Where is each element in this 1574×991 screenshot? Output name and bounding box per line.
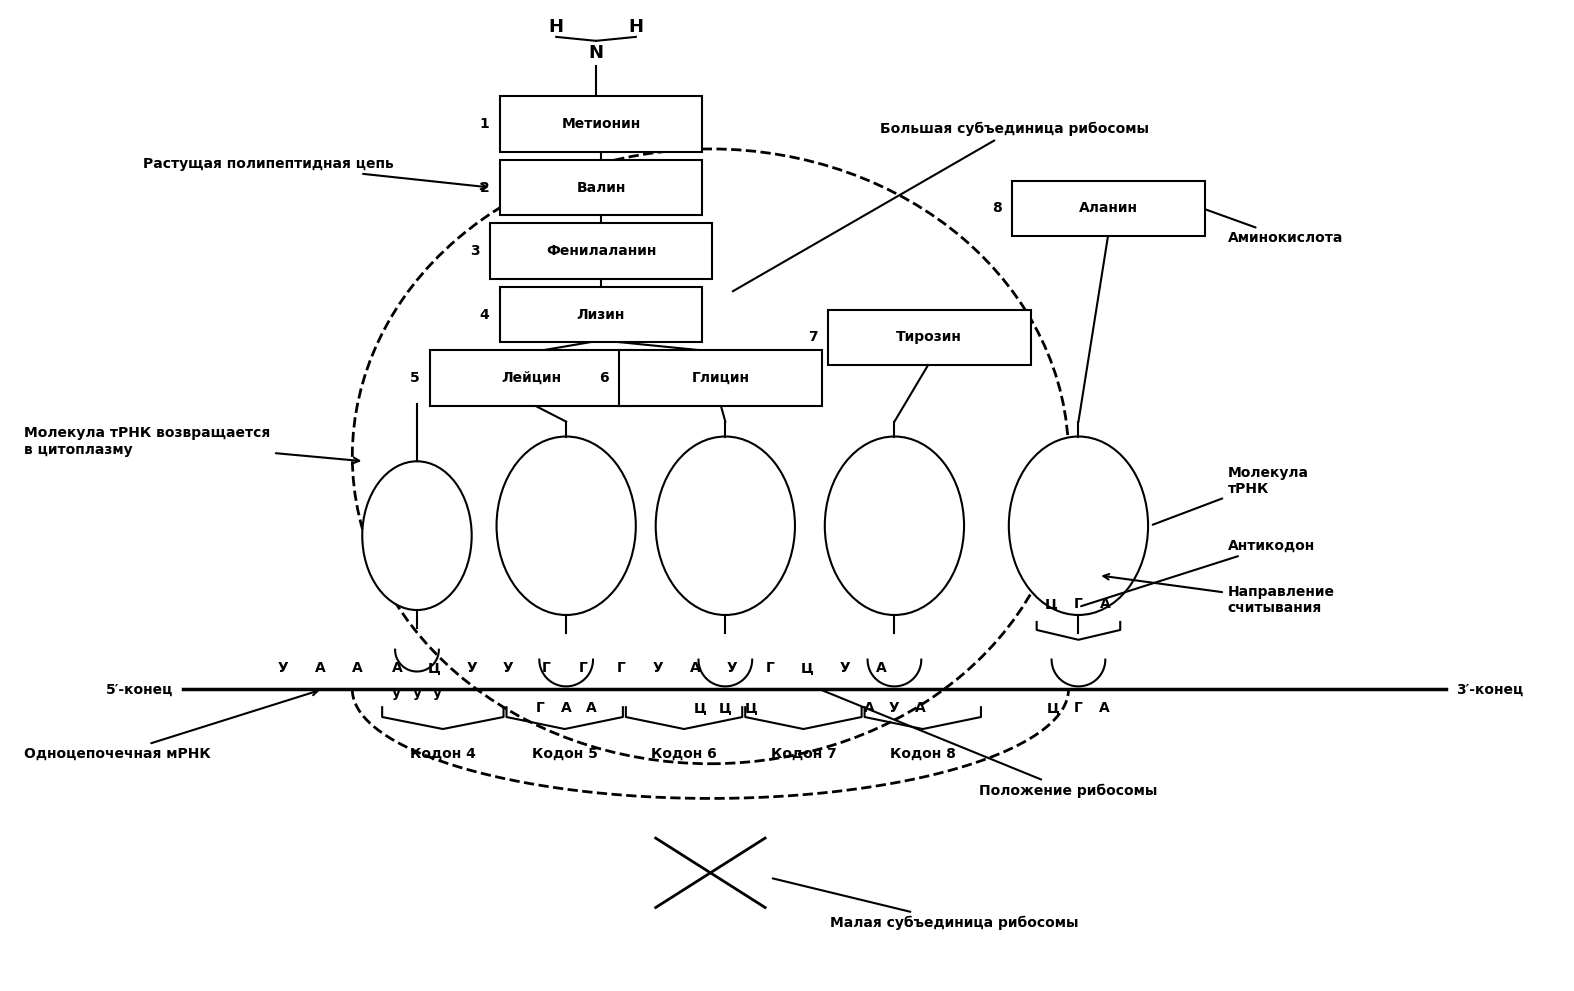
Text: у: у bbox=[392, 687, 401, 701]
Text: Кодон 4: Кодон 4 bbox=[409, 747, 475, 761]
Text: А: А bbox=[315, 661, 326, 675]
Text: А: А bbox=[689, 661, 700, 675]
Text: Ц: Ц bbox=[694, 702, 707, 716]
Text: Ц: Ц bbox=[1047, 702, 1059, 716]
Text: У: У bbox=[727, 661, 738, 675]
Text: Направление
считывания: Направление считывания bbox=[1103, 574, 1335, 615]
Text: Ц: Ц bbox=[428, 661, 441, 675]
Text: Лизин: Лизин bbox=[576, 307, 625, 321]
Text: У: У bbox=[652, 661, 663, 675]
Text: Г: Г bbox=[537, 702, 545, 716]
Text: у: у bbox=[433, 687, 442, 701]
Text: У: У bbox=[504, 661, 513, 675]
Text: Г: Г bbox=[1073, 702, 1083, 716]
Text: 7: 7 bbox=[807, 330, 818, 344]
Text: А: А bbox=[864, 702, 874, 716]
Text: А: А bbox=[560, 702, 571, 716]
Text: А: А bbox=[392, 661, 403, 675]
FancyBboxPatch shape bbox=[490, 223, 713, 278]
Text: Фенилаланин: Фенилаланин bbox=[546, 244, 656, 258]
Text: Метионин: Метионин bbox=[562, 117, 641, 131]
Text: H: H bbox=[549, 18, 563, 36]
Text: А: А bbox=[1100, 598, 1111, 611]
Text: N: N bbox=[589, 44, 603, 61]
Text: 4: 4 bbox=[480, 307, 490, 321]
Text: 3′-конец: 3′-конец bbox=[1456, 683, 1524, 697]
Text: Молекула
тРНК: Молекула тРНК bbox=[1152, 466, 1308, 525]
Text: 5: 5 bbox=[411, 371, 420, 385]
Ellipse shape bbox=[1009, 436, 1147, 615]
Text: Кодон 7: Кодон 7 bbox=[771, 747, 836, 761]
Text: Большая субъединица рибосомы: Большая субъединица рибосомы bbox=[733, 122, 1149, 291]
Text: А: А bbox=[353, 661, 362, 675]
Text: Аминокислота: Аминокислота bbox=[1206, 209, 1343, 245]
Text: У: У bbox=[839, 661, 850, 675]
Text: Одноцепочечная мРНК: Одноцепочечная мРНК bbox=[24, 690, 318, 761]
Text: Молекула тРНК возвращается
в цитоплазму: Молекула тРНК возвращается в цитоплазму bbox=[24, 426, 359, 463]
FancyBboxPatch shape bbox=[1012, 180, 1204, 236]
Text: У: У bbox=[889, 702, 900, 716]
Text: 2: 2 bbox=[480, 180, 490, 194]
Text: Положение рибосомы: Положение рибосомы bbox=[822, 691, 1157, 798]
Text: А: А bbox=[877, 661, 886, 675]
Text: Лейцин: Лейцин bbox=[501, 371, 562, 385]
FancyBboxPatch shape bbox=[499, 96, 702, 152]
Text: H: H bbox=[628, 18, 644, 36]
Text: Малая субъединица рибосомы: Малая субъединица рибосомы bbox=[773, 878, 1078, 930]
Text: Г: Г bbox=[765, 661, 774, 675]
FancyBboxPatch shape bbox=[619, 350, 822, 405]
Text: Аланин: Аланин bbox=[1078, 201, 1138, 215]
Text: Кодон 6: Кодон 6 bbox=[652, 747, 716, 761]
Text: Кодон 5: Кодон 5 bbox=[532, 747, 598, 761]
Text: Валин: Валин bbox=[576, 180, 626, 194]
Text: Г: Г bbox=[579, 661, 587, 675]
Ellipse shape bbox=[825, 436, 963, 615]
Text: 1: 1 bbox=[480, 117, 490, 131]
Text: 5′-конец: 5′-конец bbox=[105, 683, 173, 697]
Text: Тирозин: Тирозин bbox=[896, 330, 962, 344]
Text: Ц: Ц bbox=[801, 661, 814, 675]
Text: Ц: Ц bbox=[745, 702, 757, 716]
Text: Глицин: Глицин bbox=[691, 371, 749, 385]
Text: Растущая полипептидная цепь: Растущая полипептидная цепь bbox=[143, 157, 486, 189]
Ellipse shape bbox=[362, 461, 472, 610]
FancyBboxPatch shape bbox=[499, 286, 702, 342]
FancyBboxPatch shape bbox=[499, 160, 702, 215]
Text: у: у bbox=[412, 687, 422, 701]
Text: Г: Г bbox=[1073, 598, 1083, 611]
Ellipse shape bbox=[656, 436, 795, 615]
Text: Ц: Ц bbox=[1045, 598, 1058, 611]
Text: Ц: Ц bbox=[719, 702, 732, 716]
Text: У: У bbox=[277, 661, 288, 675]
Text: Антикодон: Антикодон bbox=[1081, 538, 1314, 606]
Text: А: А bbox=[586, 702, 597, 716]
Text: Г: Г bbox=[617, 661, 625, 675]
Ellipse shape bbox=[496, 436, 636, 615]
Text: Кодон 8: Кодон 8 bbox=[889, 747, 955, 761]
Text: 8: 8 bbox=[992, 201, 1003, 215]
FancyBboxPatch shape bbox=[430, 350, 633, 405]
Text: Г: Г bbox=[541, 661, 551, 675]
Text: 3: 3 bbox=[471, 244, 480, 258]
Text: 6: 6 bbox=[600, 371, 609, 385]
Text: А: А bbox=[914, 702, 926, 716]
FancyBboxPatch shape bbox=[828, 309, 1031, 365]
Text: У: У bbox=[466, 661, 477, 675]
Text: А: А bbox=[1099, 702, 1110, 716]
